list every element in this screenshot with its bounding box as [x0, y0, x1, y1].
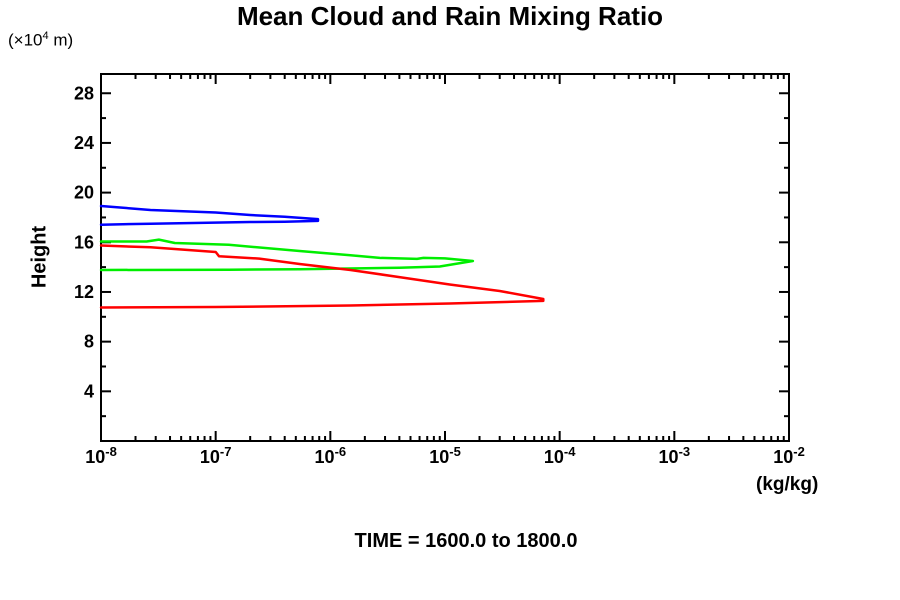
y-axis-tick-label: 8	[84, 332, 94, 352]
x-axis-tick-label: 10-2	[773, 444, 805, 467]
y-axis-tick-label: 16	[74, 232, 94, 252]
curve-green-profile	[99, 238, 475, 272]
y-unit-prefix: (×10	[8, 30, 43, 50]
y-axis-tick-label: 4	[84, 381, 94, 401]
x-axis-tick-label: 10-6	[315, 444, 347, 467]
x-axis-tick-label: 10-8	[85, 444, 117, 467]
y-unit-suffix: m)	[48, 30, 74, 50]
chart-title: Mean Cloud and Rain Mixing Ratio	[236, 1, 664, 31]
x-axis-tick-label: 10-7	[200, 444, 232, 467]
y-axis-tick-label: 20	[74, 183, 94, 203]
curve-blue-profile	[99, 204, 320, 226]
x-axis-tick-label: 10-5	[429, 444, 461, 467]
x-axis-tick-label: 10-4	[544, 444, 576, 467]
y-axis-tick-label: 12	[74, 282, 94, 302]
y-axis-tick-label: 28	[74, 83, 94, 103]
time-caption: TIME = 1600.0 to 1800.0	[354, 530, 578, 552]
x-axis-unit-label: (kg/kg)	[756, 474, 819, 495]
curve-red-profile	[99, 244, 545, 309]
x-axis-tick-label: 10-3	[659, 444, 691, 467]
y-unit-exponent: 4	[42, 30, 49, 42]
y-axis-unit-label: (×104 m)	[8, 30, 73, 51]
y-axis-tick-label: 24	[74, 133, 94, 153]
